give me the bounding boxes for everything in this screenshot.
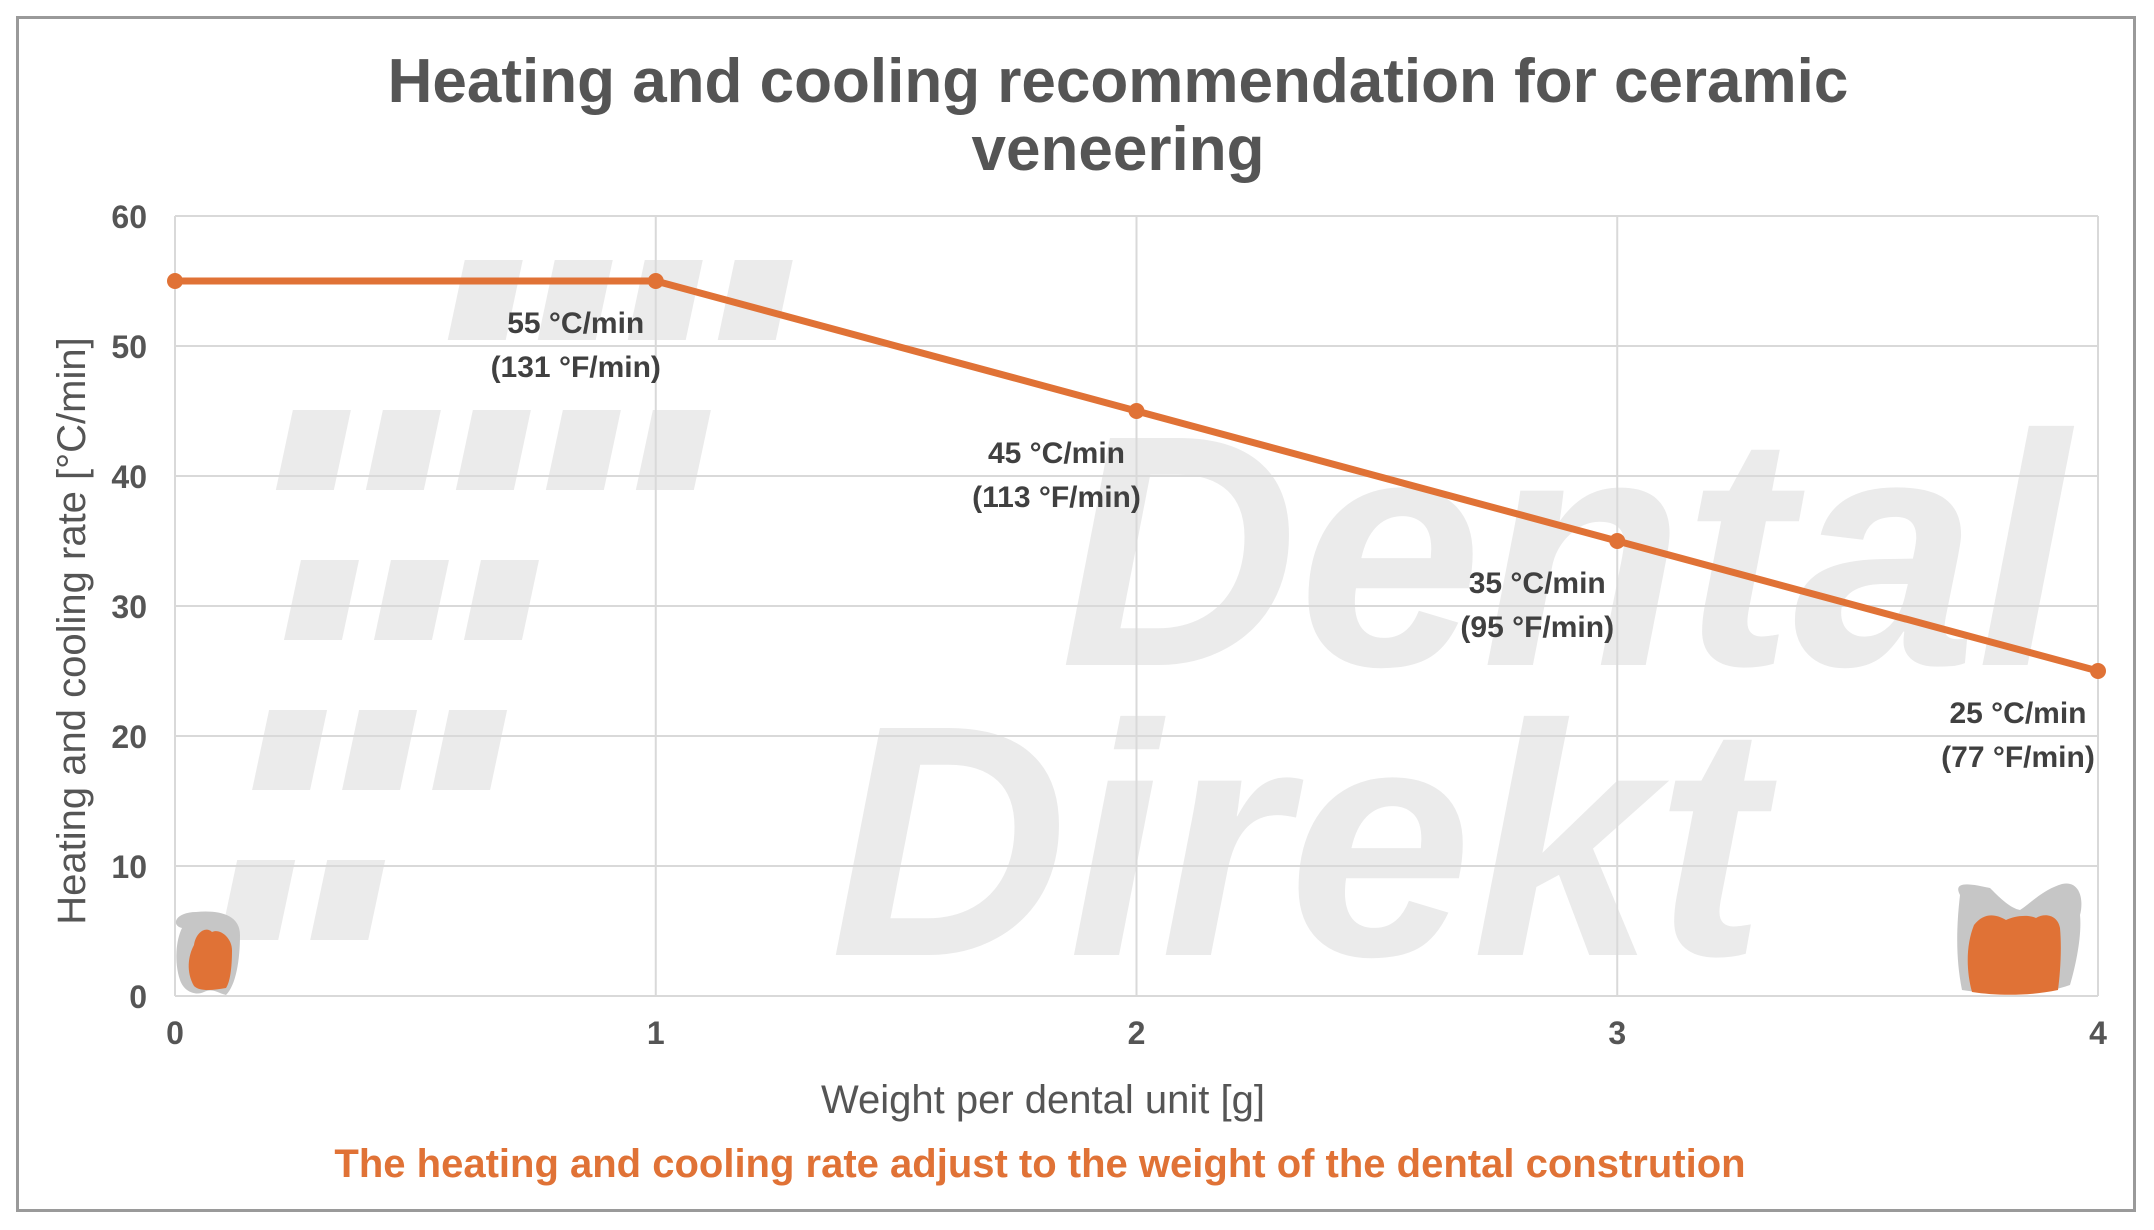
data-point (1609, 533, 1626, 549)
data-label-fahrenheit: (77 °F/min) (1941, 741, 2095, 774)
watermark-stripe (545, 410, 621, 490)
data-label-celsius: 35 °C/min (1469, 567, 1606, 600)
watermark-word-2: Direkt (830, 656, 1779, 1025)
y-tick-labels: 0 10 20 30 40 50 60 (111, 199, 147, 1015)
data-label-fahrenheit: (131 °F/min) (491, 351, 661, 384)
y-tick-label: 40 (111, 459, 147, 495)
grid (174, 215, 2099, 997)
x-tick-label: 2 (1128, 1015, 1146, 1051)
watermark-stripe (283, 560, 359, 640)
y-tick-label: 30 (111, 589, 147, 625)
y-tick-label: 60 (111, 199, 147, 235)
watermark-stripe (220, 860, 296, 940)
chart-title-line-1: Heating and cooling recommendation for c… (388, 47, 1849, 116)
watermark-stripe (463, 560, 539, 640)
data-point (647, 273, 664, 289)
watermark-stripe (373, 560, 449, 640)
watermark-stripe (342, 710, 418, 790)
large-crown-icon (1957, 883, 2082, 995)
watermark-stripe (310, 860, 386, 940)
y-tick-label: 10 (111, 849, 147, 885)
x-axis-label: Weight per dental unit [g] (821, 1078, 1265, 1122)
x-tick-label: 4 (2089, 1015, 2107, 1051)
data-label-celsius: 45 °C/min (988, 437, 1125, 470)
watermark-word-1: Dental (1060, 366, 2075, 735)
data-label-celsius: 25 °C/min (1949, 697, 2086, 730)
x-tick-labels: 0 1 2 3 4 (166, 1015, 2107, 1051)
watermark-stripe (455, 410, 531, 490)
y-tick-label: 20 (111, 719, 147, 755)
y-tick-label: 50 (111, 329, 147, 365)
y-tick-label: 0 (129, 979, 147, 1015)
x-tick-label: 3 (1608, 1015, 1626, 1051)
data-point (2090, 663, 2106, 679)
small-tooth-icon (175, 911, 240, 995)
watermark-stripe (275, 410, 351, 490)
watermark-stripe (432, 710, 508, 790)
data-labels: 55 °C/min (131 °F/min) 45 °C/min (113 °F/mi… (491, 307, 2095, 774)
data-label-fahrenheit: (113 °F/min) (972, 481, 1141, 514)
watermark-stripe (635, 410, 711, 490)
series (167, 273, 2106, 679)
chart-title-line-2: veneering (972, 115, 1265, 184)
watermark-stripe (717, 260, 793, 340)
watermark-stripe (252, 710, 328, 790)
chart-subtitle: The heating and cooling rate adjust to t… (334, 1142, 1745, 1186)
x-tick-label: 1 (647, 1015, 665, 1051)
data-point (167, 273, 183, 289)
data-label-fahrenheit: (95 °F/min) (1460, 611, 1614, 644)
watermark-stripe (365, 410, 441, 490)
data-point (1128, 403, 1145, 419)
x-tick-label: 0 (166, 1015, 184, 1051)
watermark-logo: Dental Direkt (220, 260, 2075, 1025)
y-axis-label: Heating and cooling rate [°C/min] (50, 337, 94, 924)
data-label-celsius: 55 °C/min (507, 307, 644, 340)
